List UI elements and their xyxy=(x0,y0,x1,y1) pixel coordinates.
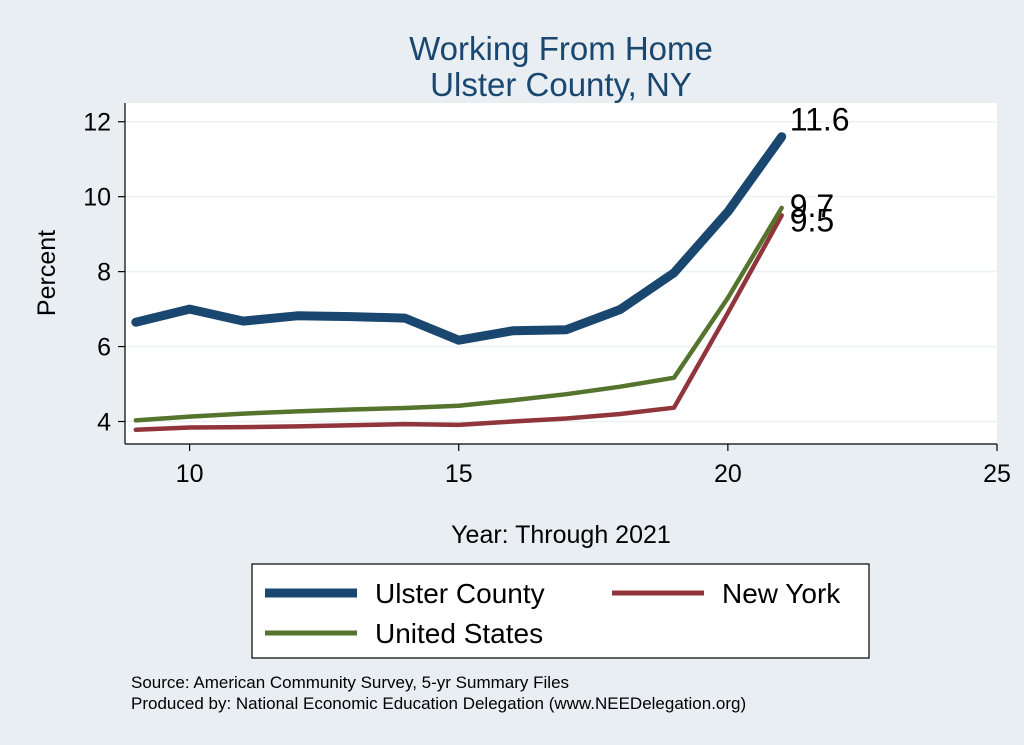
y-tick-label-12: 12 xyxy=(83,109,111,137)
legend-label-united-states: United States xyxy=(375,618,543,649)
chart-title: Working From Home xyxy=(409,30,713,67)
x-tick-label-15: 15 xyxy=(445,460,473,488)
x-tick-label-20: 20 xyxy=(714,460,742,488)
end-labels: 11.6 9.59.7 xyxy=(790,102,850,239)
legend-items: Ulster County New York United States xyxy=(265,578,841,649)
plot-area xyxy=(125,103,997,444)
end-label-new-york: 9.5 xyxy=(790,202,834,238)
series-lines xyxy=(131,132,787,433)
end-label-ulster-county: 11.6 xyxy=(790,102,850,138)
x-axis-ticks: 10 15 20 25 xyxy=(176,444,1011,488)
y-axis-label: Percent xyxy=(33,230,61,316)
y-tick-label-8: 8 xyxy=(97,259,111,287)
series-line-united-states xyxy=(133,205,784,423)
legend-label-new-york: New York xyxy=(722,578,841,609)
x-axis-label: Year: Through 2021 xyxy=(451,521,671,549)
chart-subtitle: Ulster County, NY xyxy=(430,66,692,103)
x-tick-label-25: 25 xyxy=(983,460,1011,488)
legend-box xyxy=(251,563,870,659)
series-line-ulster-county xyxy=(131,132,787,345)
x-tick-label-10: 10 xyxy=(176,460,204,488)
y-tick-label-10: 10 xyxy=(83,184,111,212)
y-tick-label-4: 4 xyxy=(97,409,111,437)
y-axis-ticks: 4 6 8 10 12 xyxy=(83,109,125,437)
grid-lines xyxy=(125,120,997,423)
source-note: Source: American Community Survey, 5-yr … xyxy=(131,673,569,692)
produced-by-note: Produced by: National Economic Education… xyxy=(131,694,746,713)
series-line-new-york xyxy=(133,213,784,433)
end-label-united-states: 9.7 xyxy=(790,188,834,224)
legend-label-ulster-county: Ulster County xyxy=(375,578,545,609)
legend: Ulster County New York United States xyxy=(251,563,870,659)
y-tick-label-6: 6 xyxy=(97,334,111,362)
